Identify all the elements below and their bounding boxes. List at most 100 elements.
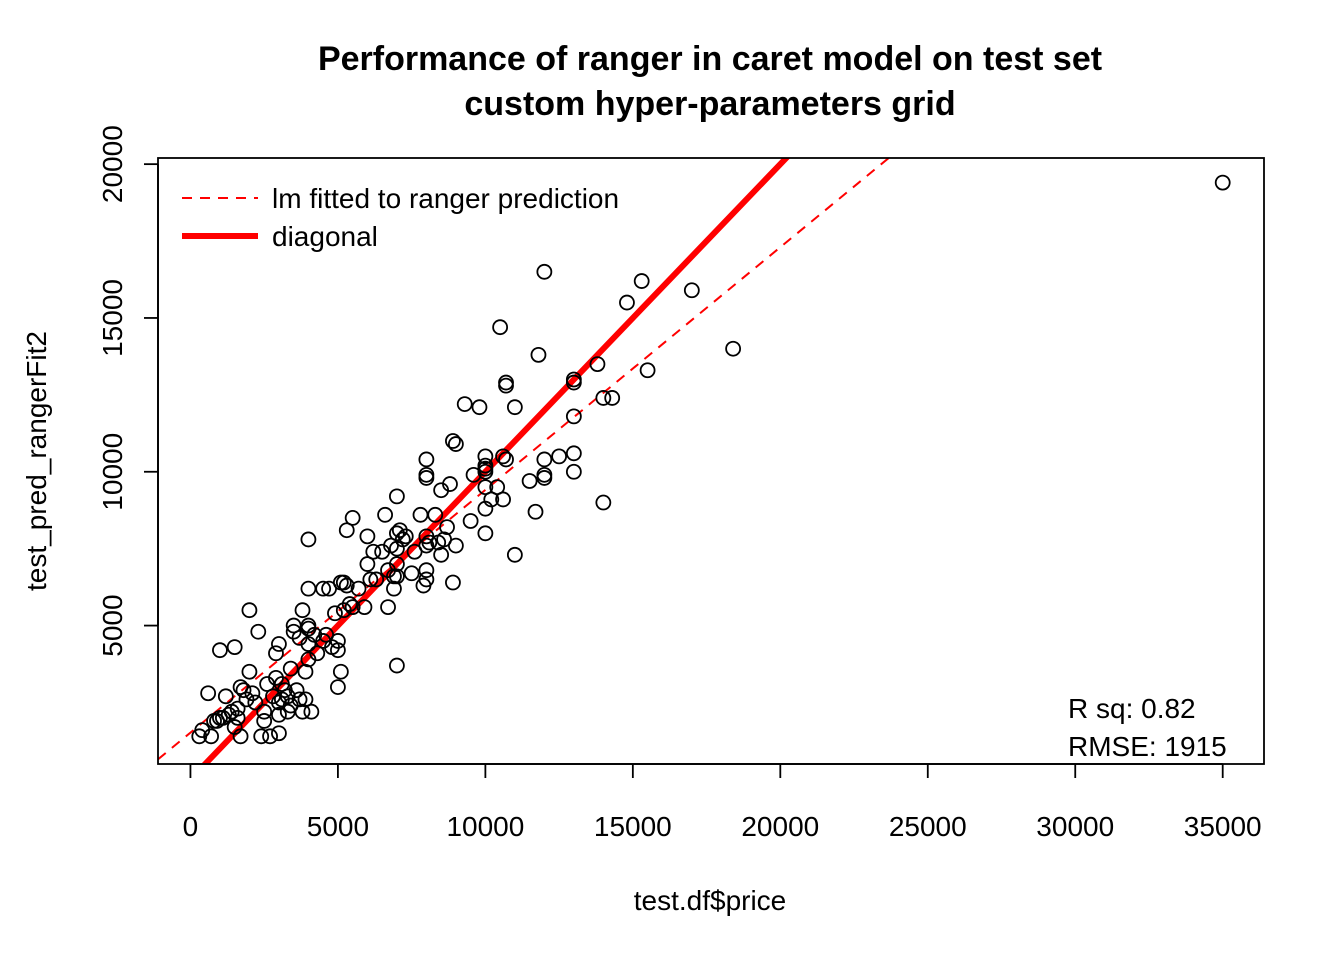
data-point (477, 463, 494, 480)
data-point (368, 571, 385, 588)
rmse-annotation: RMSE: 1915 (1068, 731, 1227, 762)
y-axis-label: test_pred_rangerFit2 (21, 331, 52, 591)
data-point (506, 546, 523, 563)
data-point (341, 596, 358, 612)
data-point (447, 537, 464, 554)
data-point (344, 510, 361, 526)
data-point (268, 645, 284, 662)
data-point (338, 577, 355, 594)
data-point (232, 728, 249, 745)
data-point (527, 503, 544, 520)
data-point (492, 319, 509, 336)
y-tick-label: 15000 (97, 279, 128, 357)
data-point (388, 556, 405, 572)
data-point (241, 602, 258, 619)
data-point (471, 399, 488, 416)
data-point (288, 682, 305, 699)
data-point (433, 546, 450, 563)
data-point (595, 390, 612, 406)
data-point (536, 451, 553, 468)
data-point (256, 703, 273, 720)
data-point (229, 709, 246, 726)
x-tick-label: 0 (183, 811, 199, 842)
data-point (241, 663, 258, 680)
legend-label-lm: lm fitted to ranger prediction (272, 183, 619, 214)
data-point (604, 390, 621, 406)
data-point (362, 571, 379, 588)
data-point (483, 491, 500, 508)
y-tick-label: 20000 (97, 125, 128, 203)
data-point (1214, 174, 1231, 191)
data-point (332, 663, 349, 680)
data-point (297, 691, 314, 708)
data-point (315, 580, 332, 597)
data-point (226, 639, 243, 656)
data-point (200, 685, 217, 702)
data-point (247, 694, 264, 711)
data-point (291, 691, 308, 708)
data-point (271, 725, 287, 742)
data-point (418, 466, 435, 483)
data-point (683, 282, 700, 299)
data-point (359, 556, 376, 572)
data-point (418, 571, 435, 588)
data-point (212, 642, 228, 659)
data-point (445, 574, 461, 591)
data-point (565, 445, 582, 462)
x-tick-label: 10000 (446, 811, 524, 842)
data-point (477, 525, 494, 542)
x-axis: 0 5000 10000 15000 20000 25000 30000 35000 (183, 763, 1262, 842)
data-point (462, 513, 479, 529)
data-point (300, 531, 317, 548)
data-point (565, 408, 582, 425)
r-squared-annotation: R sq: 0.82 (1068, 693, 1196, 724)
data-point (271, 706, 287, 723)
data-point (495, 491, 511, 508)
data-point (344, 599, 361, 616)
data-point (300, 580, 317, 597)
data-point (217, 688, 234, 705)
data-points (191, 174, 1231, 745)
data-point (386, 580, 402, 597)
data-point (536, 470, 553, 486)
data-point (418, 451, 435, 468)
data-point (294, 602, 311, 619)
data-point (309, 645, 326, 662)
data-point (418, 537, 435, 554)
data-point (229, 700, 246, 717)
data-point (427, 506, 444, 523)
data-point (498, 374, 514, 391)
data-point (521, 473, 538, 489)
fit-lines (158, 158, 891, 764)
data-point (565, 463, 582, 480)
data-point (282, 660, 299, 677)
data-point (330, 679, 346, 695)
data-point (442, 476, 458, 492)
data-point (495, 448, 511, 465)
data-point (412, 506, 429, 523)
data-point (253, 728, 270, 745)
data-point (262, 728, 278, 745)
legend-label-diagonal: diagonal (272, 221, 378, 252)
x-tick-label: 20000 (741, 811, 819, 842)
legend: lm fitted to ranger prediction diagonal (182, 183, 619, 252)
x-tick-label: 35000 (1184, 811, 1262, 842)
data-point (303, 703, 320, 720)
data-point (498, 377, 514, 394)
data-point (633, 273, 650, 289)
data-point (589, 356, 606, 373)
data-point (506, 399, 523, 416)
data-point (338, 522, 355, 539)
data-point (456, 396, 473, 412)
data-point (551, 448, 568, 465)
data-point (377, 506, 393, 523)
diagonal-line (201, 158, 791, 764)
data-point (327, 605, 343, 622)
data-point (403, 565, 420, 582)
x-tick-label: 30000 (1036, 811, 1114, 842)
data-point (388, 488, 405, 505)
data-point (536, 263, 553, 280)
y-tick-label: 5000 (97, 594, 128, 656)
data-point (418, 562, 435, 579)
